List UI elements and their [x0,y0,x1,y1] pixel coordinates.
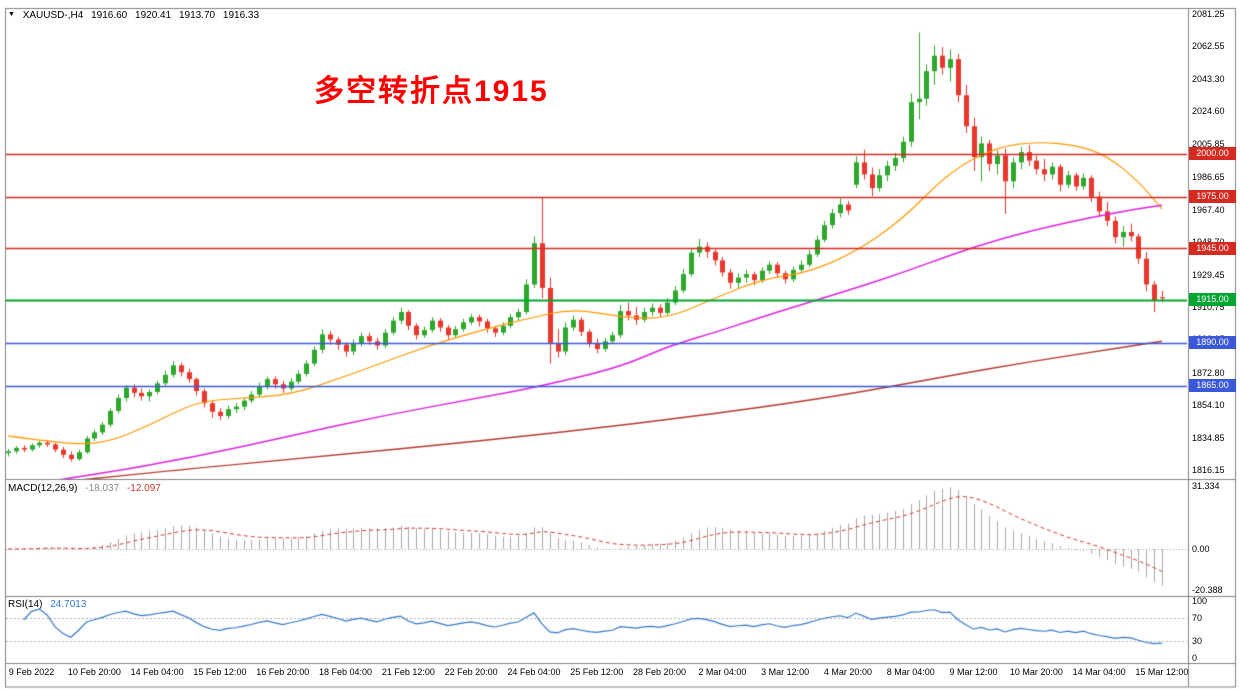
rsi-tick-label: 70 [1192,613,1203,624]
price-level-badge: 2000.00 [1189,147,1236,161]
macd-value-signal: -12.097 [126,483,161,494]
time-tick-label: 9 Mar 12:00 [949,667,998,677]
price-tick-label: 1872.80 [1192,367,1225,378]
annotation-text: 多空转折点1915 [314,75,549,108]
time-tick-label: 22 Feb 20:00 [444,667,498,677]
price-level-badge: 1975.00 [1189,190,1236,204]
time-tick-label: 15 Feb 12:00 [193,667,247,677]
time-tick-label: 25 Feb 12:00 [570,667,624,677]
price-tick-label: 2062.55 [1192,41,1225,52]
rsi-tick-label: 0 [1192,653,1198,663]
rsi-tick-label: 100 [1192,596,1208,606]
time-tick-label: 2 Mar 04:00 [698,667,747,677]
price-tick-label: 2024.60 [1192,106,1225,117]
time-tick-label: 24 Feb 04:00 [507,667,561,677]
time-tick-label: 4 Mar 20:00 [823,667,872,677]
price-level-badge: 1945.00 [1189,241,1236,255]
ohlc-close: 1916.33 [222,10,260,21]
macd-name: MACD(12,26,9) [8,483,78,494]
ohlc-open: 1916.60 [91,10,128,21]
price-level-badge: 1915.00 [1189,293,1236,307]
macd-value-main: -18.037 [85,483,120,494]
macd-tick-label: 0.00 [1192,544,1210,554]
time-tick-label: 10 Feb 20:00 [67,667,121,677]
time-tick-label: 9 Feb 2022 [8,667,55,677]
symbol-period-label: XAUUSD-,H4 [22,10,84,21]
rsi-value: 24.7013 [50,599,87,610]
price-tick-label: 2005.85 [1192,138,1225,149]
time-tick-label: 16 Feb 20:00 [256,667,310,677]
time-tick-label: 14 Feb 04:00 [130,667,184,677]
time-tick-label: 21 Feb 12:00 [381,667,435,677]
price-tick-label: 1834.85 [1192,432,1225,443]
rsi-tick-label: 30 [1192,635,1203,646]
chart-header: ▼ XAUUSD-,H4 1916.60 1920.41 1913.70 191… [8,10,264,21]
time-tick-label: 14 Mar 04:00 [1072,667,1126,677]
macd-indicator-label: MACD(12,26,9) -18.037 -12.097 [8,483,166,494]
price-tick-label: 2043.30 [1192,74,1225,85]
chart-marker-icon: ▼ [8,11,15,18]
time-tick-label: 3 Mar 12:00 [761,667,810,677]
macd-tick-label: -20.388 [1192,585,1223,595]
price-tick-label: 1854.10 [1192,399,1225,410]
price-level-badge: 1865.00 [1189,379,1236,393]
price-tick-label: 1816.15 [1192,465,1225,475]
rsi-name: RSI(14) [8,599,43,610]
rsi-indicator-label: RSI(14) 24.7013 [8,599,91,610]
price-tick-label: 1929.45 [1192,270,1225,281]
price-tick-label: 2081.25 [1192,9,1225,19]
ohlc-low: 1913.70 [178,10,216,21]
time-tick-label: 28 Feb 20:00 [633,667,687,677]
time-tick-label: 10 Mar 20:00 [1009,667,1063,677]
price-tick-label: 1910.75 [1192,302,1225,313]
price-tick-label: 1986.65 [1192,171,1225,182]
ohlc-high: 1920.41 [135,10,172,21]
macd-tick-label: 31.334 [1192,481,1220,491]
time-tick-label: 15 Mar 12:00 [1135,667,1189,677]
time-tick-label: 18 Feb 04:00 [319,667,373,677]
time-tick-label: 8 Mar 04:00 [886,667,935,677]
price-level-badge: 1890.00 [1189,336,1236,350]
price-tick-label: 1967.40 [1192,204,1225,215]
